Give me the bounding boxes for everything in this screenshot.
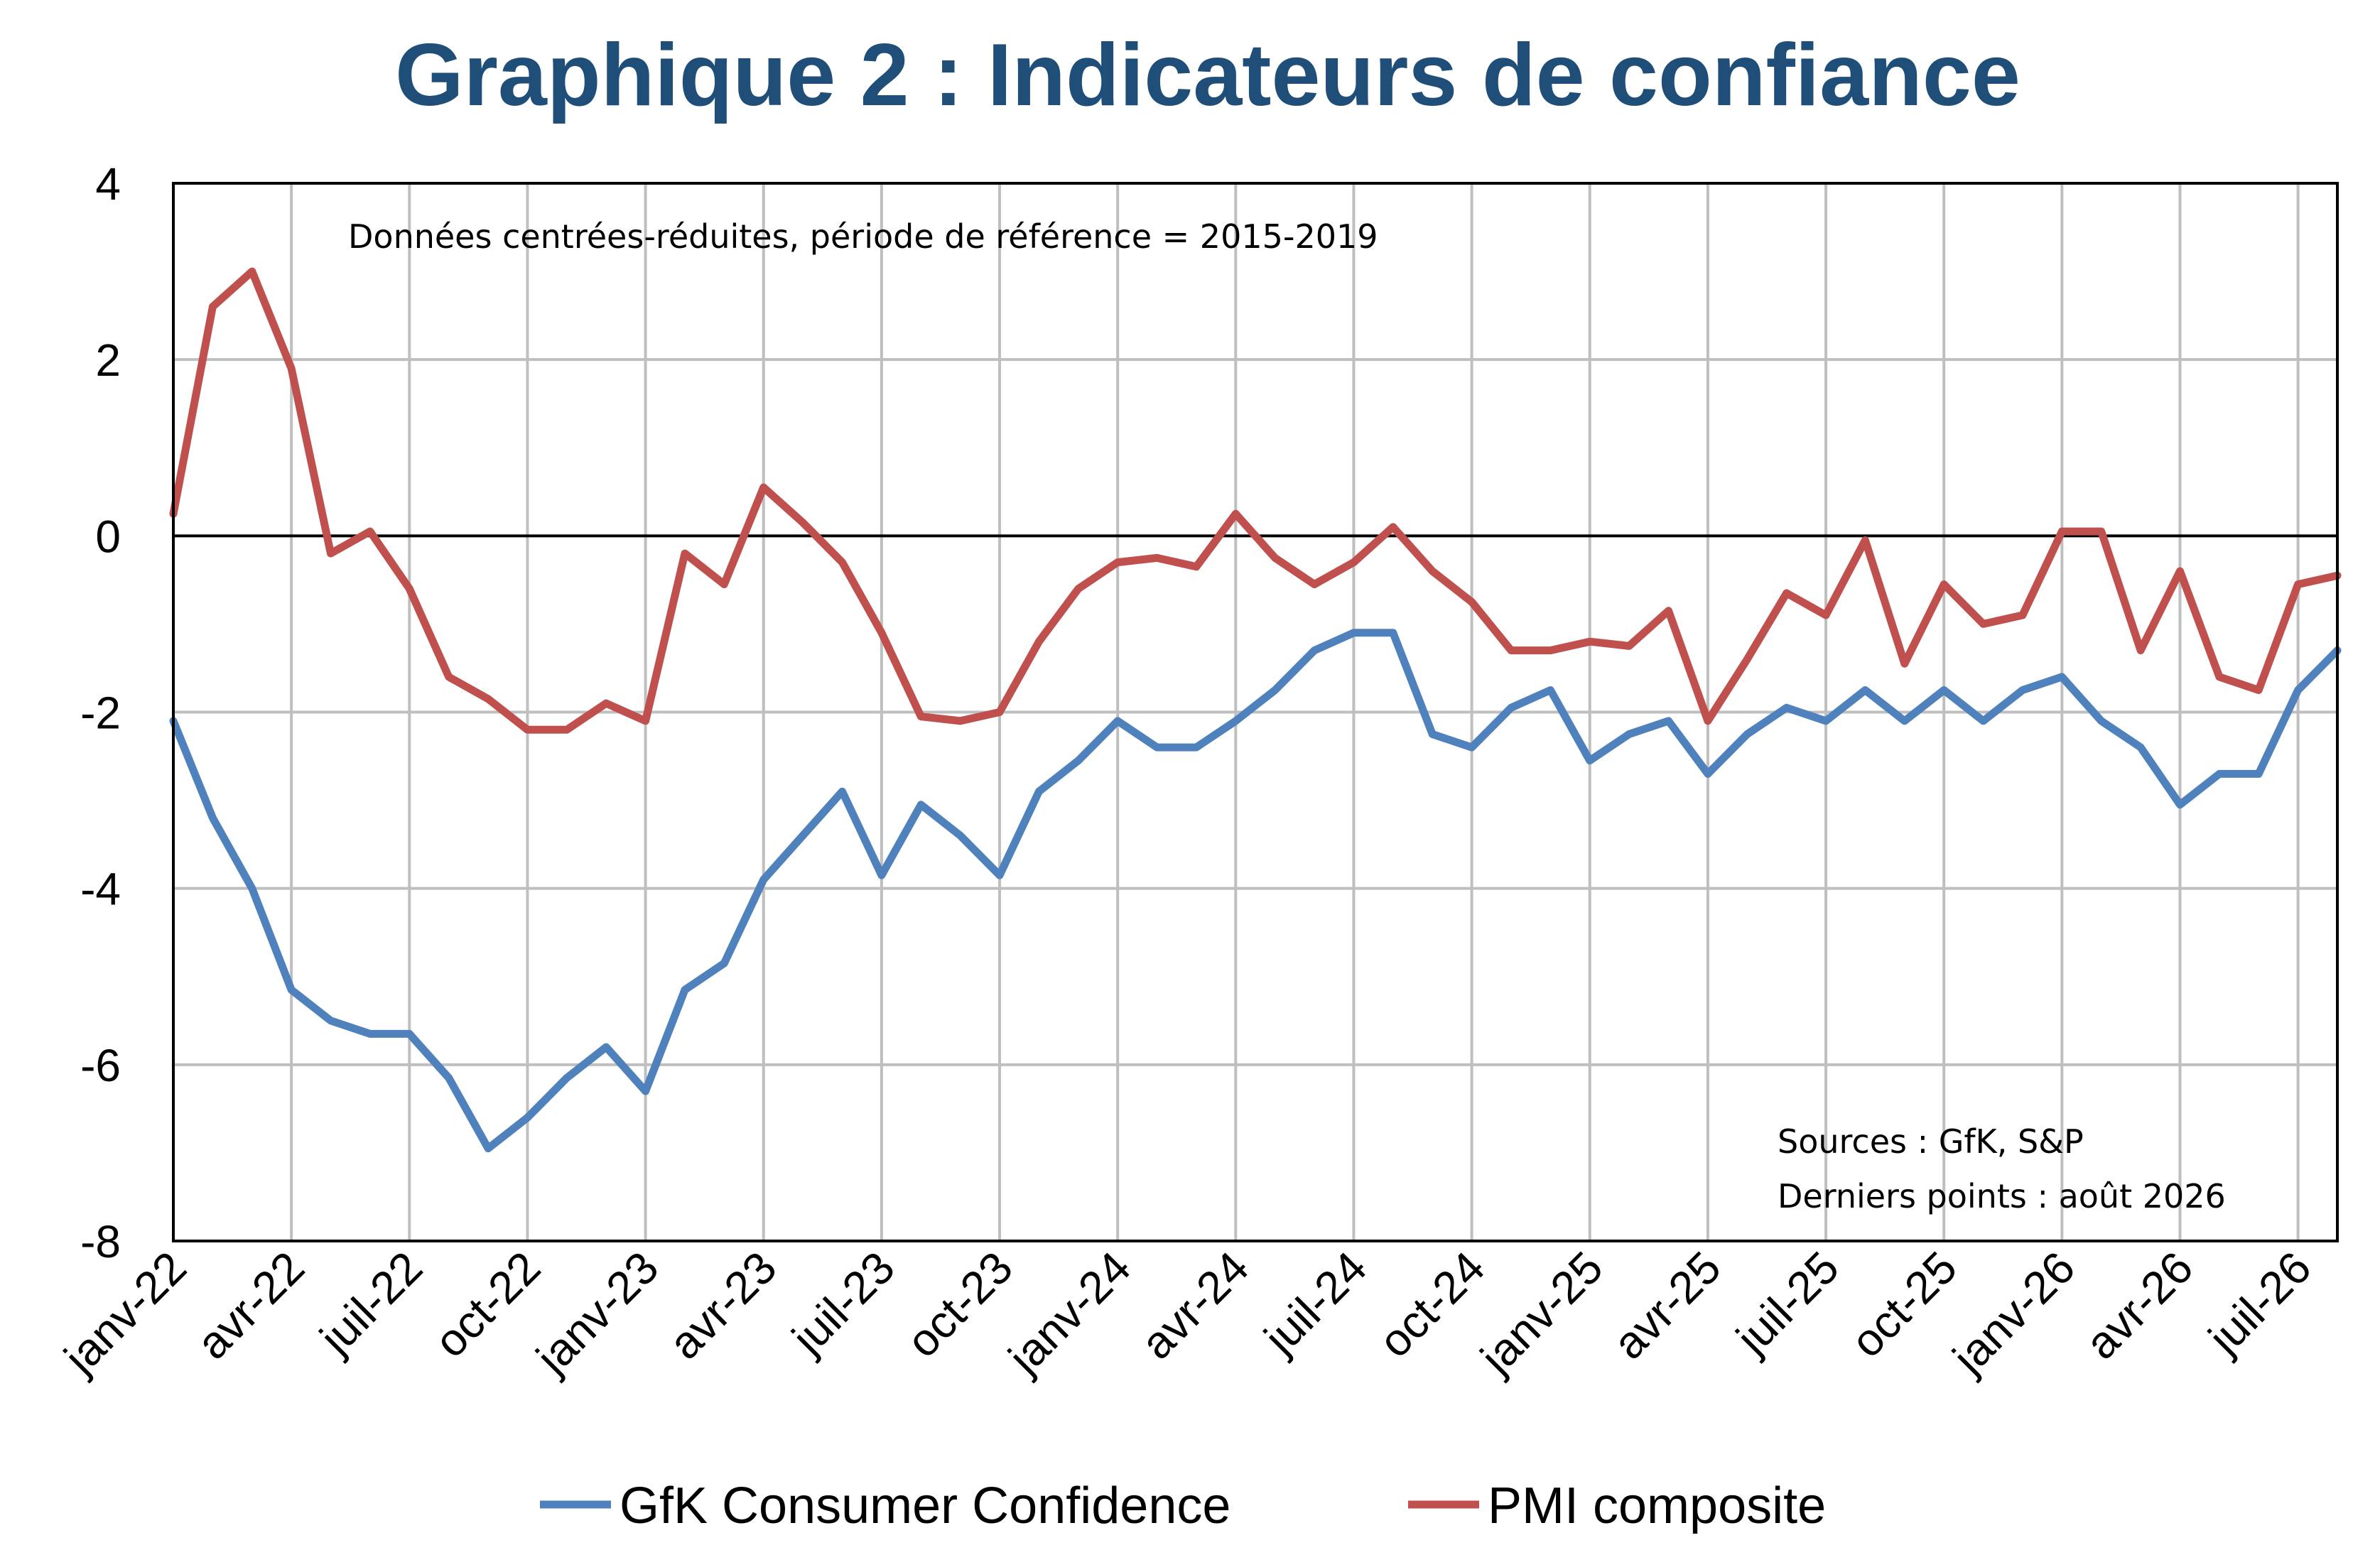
- legend-label-0: GfK Consumer Confidence: [620, 1478, 1230, 1534]
- plot-area-frame: [172, 182, 2339, 1242]
- y-tick-label: -6: [80, 1040, 121, 1091]
- x-tick-label: avr-25: [1603, 1242, 1731, 1369]
- y-tick-label: 4: [95, 158, 121, 210]
- x-tick-label: juil-26: [2197, 1242, 2320, 1365]
- x-tick-label: avr-22: [187, 1242, 314, 1369]
- y-tick-label: -4: [80, 864, 121, 915]
- x-tick-label: janv-22: [53, 1242, 196, 1384]
- y-tick-label: 2: [95, 335, 121, 386]
- x-tick-label: juil-23: [781, 1242, 904, 1365]
- x-tick-label: janv-26: [1942, 1242, 2084, 1384]
- x-tick-label: juil-22: [309, 1242, 432, 1365]
- grid-lines: [173, 183, 2337, 1241]
- y-tick-label: 0: [95, 511, 121, 562]
- y-axis-ticks: -8 -6 -4 -2 0 2 4: [80, 158, 121, 1267]
- y-tick-label: -8: [80, 1216, 121, 1267]
- x-axis-ticks: janv-22avr-22juil-22oct-22janv-23avr-23j…: [53, 1242, 2320, 1384]
- x-tick-label: juil-25: [1726, 1242, 1849, 1365]
- sources-note: Sources : GfK, S&P: [1778, 1122, 2084, 1161]
- last-points-note: Derniers points : août 2026: [1778, 1177, 2226, 1215]
- x-tick-label: avr-26: [2075, 1242, 2202, 1369]
- legend-label-1: PMI composite: [1488, 1478, 1826, 1534]
- x-tick-label: juil-24: [1253, 1242, 1376, 1365]
- legend: GfK Consumer Confidence PMI composite: [540, 1478, 1826, 1534]
- y-tick-label: -2: [80, 688, 121, 739]
- subtitle-note: Données centrées-réduites, période de ré…: [348, 217, 1378, 256]
- series-lines: [169, 267, 2342, 1153]
- series-line-0: [169, 629, 2342, 1153]
- chart-title: Graphique 2 : Indicateurs de confiance: [395, 26, 2021, 124]
- series-line-1: [169, 267, 2342, 734]
- x-tick-label: janv-23: [526, 1242, 669, 1384]
- x-tick-label: avr-23: [659, 1242, 786, 1369]
- x-tick-label: janv-25: [1470, 1242, 1613, 1384]
- x-tick-label: avr-24: [1131, 1242, 1258, 1369]
- x-tick-label: janv-24: [997, 1242, 1140, 1384]
